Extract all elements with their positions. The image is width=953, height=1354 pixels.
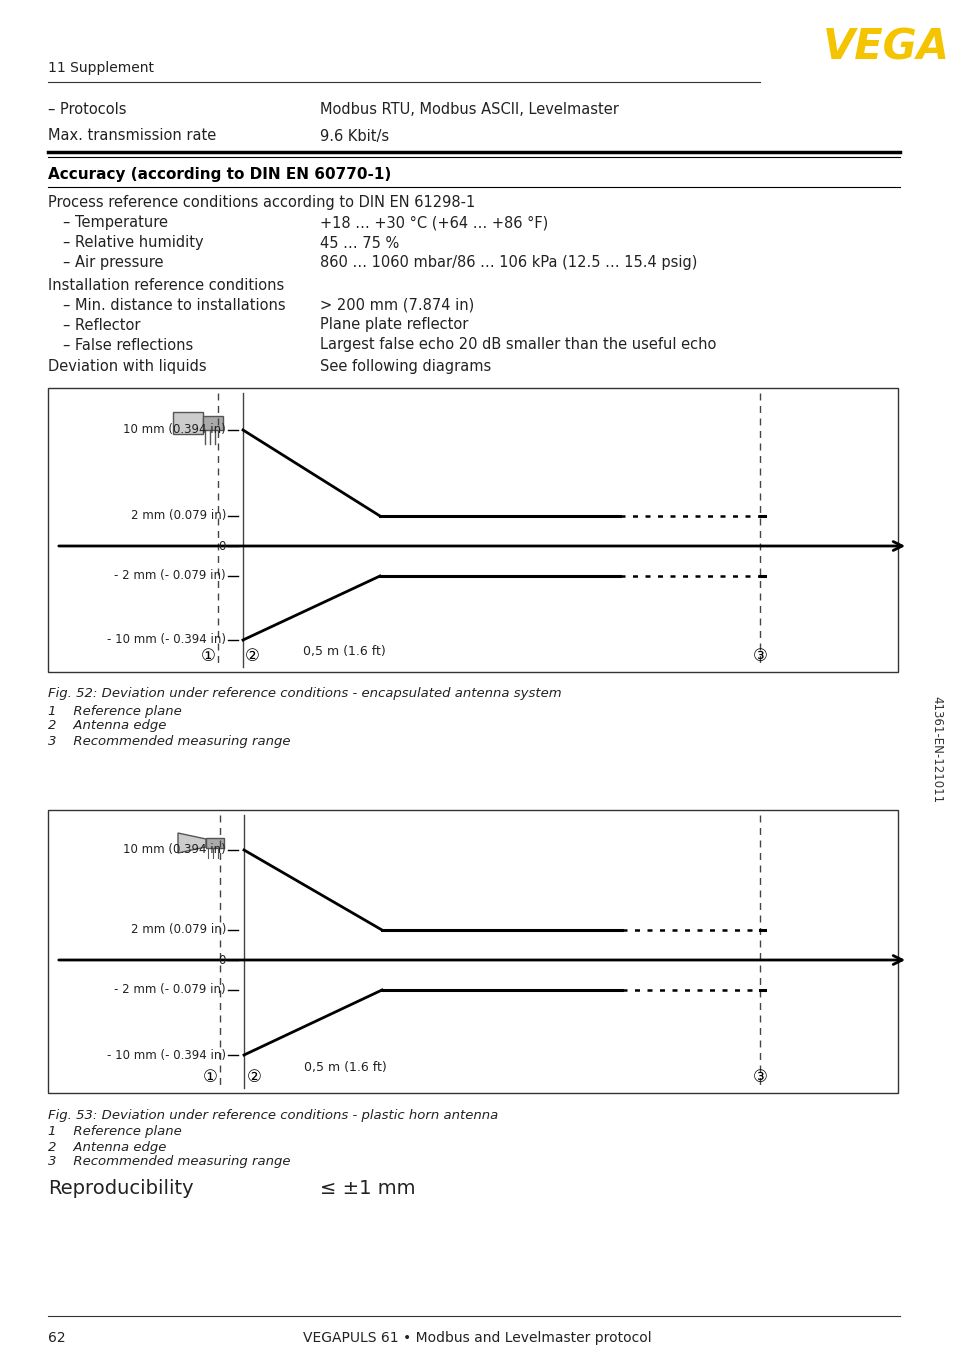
Text: 3    Recommended measuring range: 3 Recommended measuring range bbox=[48, 1155, 291, 1169]
Text: 2    Antenna edge: 2 Antenna edge bbox=[48, 719, 166, 733]
Text: ≤ ±1 mm: ≤ ±1 mm bbox=[319, 1178, 416, 1197]
Text: ①: ① bbox=[200, 647, 215, 665]
Text: Modbus RTU, Modbus ASCII, Levelmaster: Modbus RTU, Modbus ASCII, Levelmaster bbox=[319, 103, 618, 118]
Text: Fig. 52: Deviation under reference conditions - encapsulated antenna system: Fig. 52: Deviation under reference condi… bbox=[48, 688, 561, 700]
Text: 0,5 m (1.6 ft): 0,5 m (1.6 ft) bbox=[303, 646, 385, 658]
Text: ②: ② bbox=[246, 1068, 261, 1086]
Text: 10 mm (0.394 in): 10 mm (0.394 in) bbox=[123, 844, 226, 857]
Text: – Reflector: – Reflector bbox=[63, 317, 140, 333]
Text: – Air pressure: – Air pressure bbox=[63, 256, 163, 271]
Text: 0: 0 bbox=[218, 539, 226, 552]
Text: 3    Recommended measuring range: 3 Recommended measuring range bbox=[48, 734, 291, 747]
Polygon shape bbox=[178, 833, 206, 853]
Text: Plane plate reflector: Plane plate reflector bbox=[319, 317, 468, 333]
Text: 41361-EN-121011: 41361-EN-121011 bbox=[929, 696, 943, 803]
Text: – Min. distance to installations: – Min. distance to installations bbox=[63, 298, 285, 313]
Text: 2    Antenna edge: 2 Antenna edge bbox=[48, 1140, 166, 1154]
Text: – Relative humidity: – Relative humidity bbox=[63, 236, 203, 250]
Text: 1    Reference plane: 1 Reference plane bbox=[48, 1125, 182, 1139]
Text: - 10 mm (- 0.394 in): - 10 mm (- 0.394 in) bbox=[107, 1048, 226, 1062]
Text: Deviation with liquids: Deviation with liquids bbox=[48, 360, 207, 375]
Text: 9.6 Kbit/s: 9.6 Kbit/s bbox=[319, 129, 389, 144]
Text: ①: ① bbox=[202, 1068, 217, 1086]
Text: – Protocols: – Protocols bbox=[48, 103, 127, 118]
Text: Max. transmission rate: Max. transmission rate bbox=[48, 129, 216, 144]
Text: 62: 62 bbox=[48, 1331, 66, 1345]
Text: +18 … +30 °C (+64 … +86 °F): +18 … +30 °C (+64 … +86 °F) bbox=[319, 215, 548, 230]
Text: Accuracy (according to DIN EN 60770-1): Accuracy (according to DIN EN 60770-1) bbox=[48, 168, 391, 183]
Text: 0: 0 bbox=[218, 953, 226, 967]
Text: - 10 mm (- 0.394 in): - 10 mm (- 0.394 in) bbox=[107, 634, 226, 646]
Text: 2 mm (0.079 in): 2 mm (0.079 in) bbox=[131, 509, 226, 523]
Text: – Temperature: – Temperature bbox=[63, 215, 168, 230]
Text: Installation reference conditions: Installation reference conditions bbox=[48, 278, 284, 292]
Bar bbox=[206, 838, 224, 848]
Bar bbox=[48, 810, 897, 1093]
Bar bbox=[203, 416, 223, 431]
Text: Reproducibility: Reproducibility bbox=[48, 1178, 193, 1197]
Text: Fig. 53: Deviation under reference conditions - plastic horn antenna: Fig. 53: Deviation under reference condi… bbox=[48, 1109, 497, 1121]
Bar bbox=[172, 412, 203, 435]
Text: - 2 mm (- 0.079 in): - 2 mm (- 0.079 in) bbox=[114, 983, 226, 997]
Text: 11 Supplement: 11 Supplement bbox=[48, 61, 153, 74]
Text: - 2 mm (- 0.079 in): - 2 mm (- 0.079 in) bbox=[114, 570, 226, 582]
Text: 860 … 1060 mbar/86 … 106 kPa (12.5 … 15.4 psig): 860 … 1060 mbar/86 … 106 kPa (12.5 … 15.… bbox=[319, 256, 697, 271]
Text: ③: ③ bbox=[752, 1068, 766, 1086]
Text: – False reflections: – False reflections bbox=[63, 337, 193, 352]
Text: 1    Reference plane: 1 Reference plane bbox=[48, 704, 182, 718]
Text: 2 mm (0.079 in): 2 mm (0.079 in) bbox=[131, 923, 226, 937]
Text: > 200 mm (7.874 in): > 200 mm (7.874 in) bbox=[319, 298, 474, 313]
Text: Largest false echo 20 dB smaller than the useful echo: Largest false echo 20 dB smaller than th… bbox=[319, 337, 716, 352]
Bar bbox=[48, 389, 897, 672]
Text: 0,5 m (1.6 ft): 0,5 m (1.6 ft) bbox=[304, 1060, 386, 1074]
Text: 45 … 75 %: 45 … 75 % bbox=[319, 236, 399, 250]
Text: ②: ② bbox=[244, 647, 259, 665]
Text: ③: ③ bbox=[752, 647, 766, 665]
Text: Process reference conditions according to DIN EN 61298-1: Process reference conditions according t… bbox=[48, 195, 475, 210]
Text: VEGAPULS 61 • Modbus and Levelmaster protocol: VEGAPULS 61 • Modbus and Levelmaster pro… bbox=[302, 1331, 651, 1345]
Text: See following diagrams: See following diagrams bbox=[319, 360, 491, 375]
Text: 10 mm (0.394 in): 10 mm (0.394 in) bbox=[123, 424, 226, 436]
Text: VEGA: VEGA bbox=[821, 27, 948, 69]
